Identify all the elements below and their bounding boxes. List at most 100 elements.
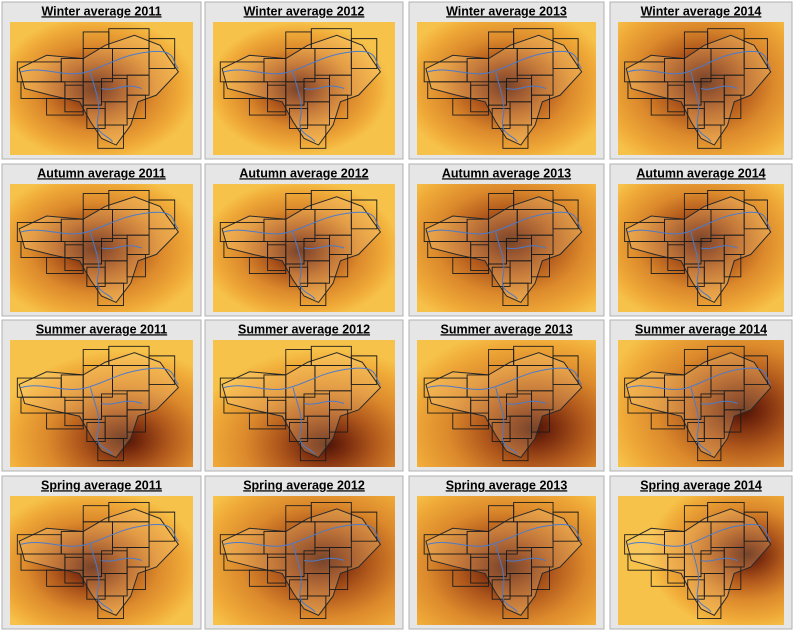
district — [453, 570, 489, 586]
map-panel: Winter average 2012 — [204, 1, 404, 160]
district-map — [220, 29, 380, 149]
panel-title: Spring average 2013 — [446, 478, 568, 492]
district — [651, 413, 684, 429]
district — [664, 375, 684, 397]
district — [698, 125, 721, 148]
district — [503, 596, 528, 619]
district — [467, 59, 488, 82]
district — [651, 570, 684, 586]
district — [264, 375, 286, 397]
district — [724, 254, 741, 276]
district — [98, 125, 124, 148]
region-outline — [19, 509, 178, 615]
panel-title: Winter average 2011 — [41, 4, 161, 18]
panel-title: Winter average 2012 — [244, 4, 365, 18]
district — [651, 258, 684, 274]
district — [532, 567, 550, 590]
district-map — [220, 502, 380, 618]
map-panel: Spring average 2012 — [204, 475, 404, 630]
district — [698, 596, 721, 619]
district — [329, 254, 347, 276]
river — [428, 525, 582, 613]
district — [47, 570, 84, 586]
district — [47, 413, 84, 429]
district — [61, 375, 83, 397]
district — [300, 125, 325, 148]
panel-title: Spring average 2014 — [640, 478, 762, 492]
district-map — [220, 190, 380, 305]
district-map — [625, 346, 771, 460]
district — [127, 567, 145, 590]
district — [47, 98, 84, 115]
region-outline — [426, 197, 582, 303]
river — [21, 212, 178, 299]
district — [47, 258, 84, 274]
district — [61, 59, 83, 82]
district-map — [17, 190, 178, 305]
district-map — [625, 190, 771, 305]
map-panel: Spring average 2011 — [1, 475, 202, 630]
district — [329, 567, 347, 590]
map-panel: Spring average 2014 — [609, 475, 793, 630]
district — [532, 254, 550, 276]
river — [428, 212, 582, 299]
map-panel: Winter average 2013 — [408, 1, 605, 160]
district — [264, 531, 286, 554]
panel-title: Summer average 2011 — [36, 322, 167, 336]
region-outline — [626, 509, 770, 615]
panel-title: Winter average 2014 — [641, 4, 762, 18]
district-map — [625, 29, 771, 149]
district-map — [17, 502, 178, 618]
district-map — [17, 346, 178, 460]
region-outline — [222, 353, 380, 458]
district — [664, 59, 684, 82]
region-outline — [626, 353, 770, 458]
district — [300, 438, 325, 460]
map-panel: Winter average 2014 — [609, 1, 793, 160]
district — [61, 219, 83, 241]
district — [724, 410, 741, 432]
region-outline — [626, 35, 770, 145]
district — [503, 438, 528, 460]
district — [532, 410, 550, 432]
map-panel: Autumn average 2012 — [204, 163, 404, 317]
district — [249, 413, 285, 429]
river — [428, 368, 582, 454]
district — [300, 596, 325, 619]
map-panel: Autumn average 2014 — [609, 163, 793, 317]
river — [628, 212, 771, 299]
district — [249, 570, 285, 586]
river — [628, 525, 771, 613]
district — [249, 98, 285, 115]
region-outline — [222, 35, 380, 145]
map-panel: Winter average 2011 — [1, 1, 202, 160]
district — [503, 125, 528, 148]
map-panel: Summer average 2012 — [204, 319, 404, 472]
district-map — [424, 502, 582, 618]
district — [300, 283, 325, 305]
panel-title: Spring average 2012 — [243, 478, 365, 492]
region-outline — [626, 197, 770, 303]
river — [21, 525, 178, 613]
district — [724, 95, 741, 118]
district — [98, 596, 124, 619]
region-outline — [19, 353, 178, 458]
district — [329, 95, 347, 118]
district — [467, 375, 488, 397]
district — [453, 258, 489, 274]
district — [664, 219, 684, 241]
river — [628, 51, 771, 141]
district — [453, 98, 489, 115]
district — [329, 410, 347, 432]
district-map — [220, 346, 380, 460]
district-map — [424, 190, 582, 305]
region-outline — [19, 35, 178, 145]
panel-title: Winter average 2013 — [446, 4, 567, 18]
district — [651, 98, 684, 115]
district — [127, 410, 145, 432]
region-outline — [426, 353, 582, 458]
region-outline — [222, 509, 380, 615]
panel-title: Spring average 2011 — [41, 478, 162, 492]
panel-title: Summer average 2013 — [440, 322, 572, 336]
